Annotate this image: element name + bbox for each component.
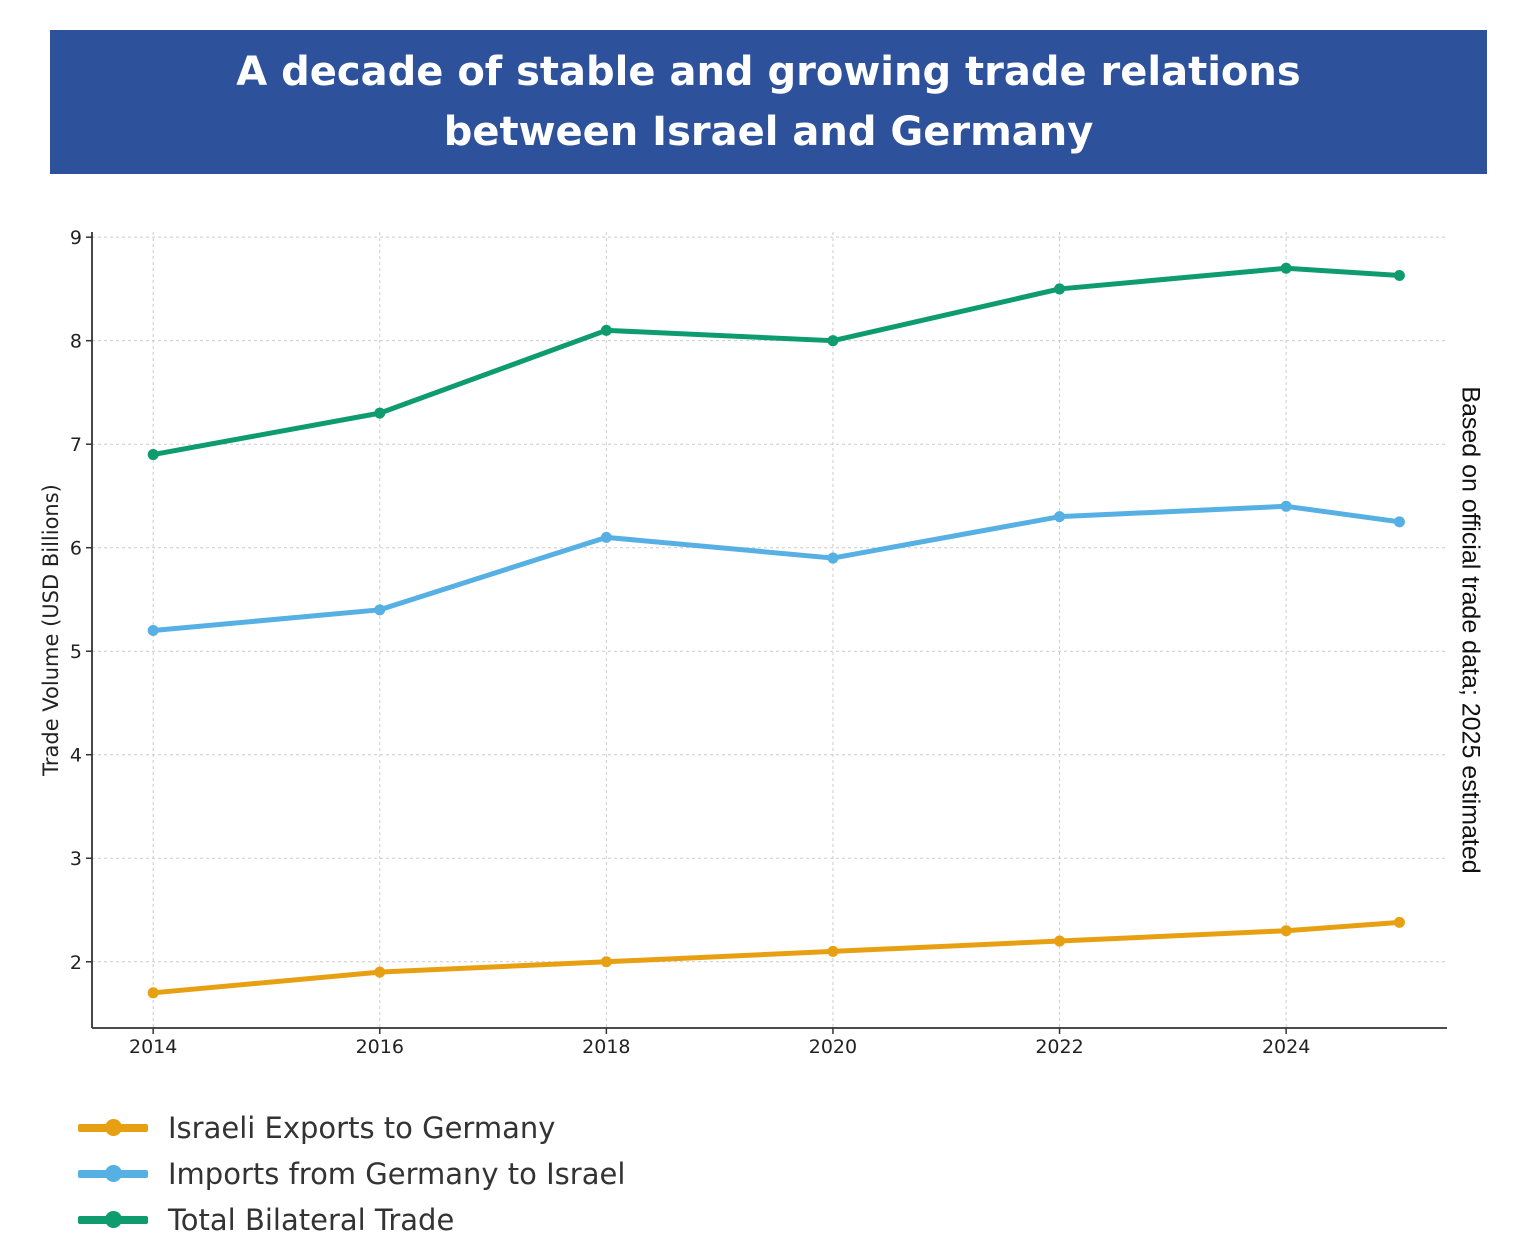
- data-point: [147, 625, 159, 637]
- data-point: [374, 604, 386, 616]
- legend-label: Imports from Germany to Israel: [168, 1157, 626, 1191]
- series-2: [147, 262, 1405, 461]
- x-tick-label: 2022: [1035, 1036, 1083, 1058]
- legend-label: Total Bilateral Trade: [168, 1203, 455, 1237]
- legend: Israeli Exports to Germany Imports from G…: [78, 1105, 625, 1243]
- y-tick-label: 3: [70, 848, 82, 870]
- legend-swatch: [78, 1211, 148, 1228]
- data-point: [1280, 925, 1292, 937]
- data-point: [374, 966, 386, 978]
- data-point: [1054, 511, 1066, 523]
- data-point: [1054, 935, 1066, 947]
- y-axis-label: Trade Volume (USD Billions): [39, 484, 63, 777]
- chart-title-line-1: A decade of stable and growing trade rel…: [236, 49, 1301, 95]
- data-point: [1054, 283, 1066, 295]
- data-point: [600, 956, 612, 968]
- legend-marker: [105, 1119, 122, 1136]
- data-point: [374, 407, 386, 419]
- y-tick-label: 8: [70, 331, 82, 353]
- y-tick-label: 5: [70, 641, 82, 663]
- data-point: [1393, 516, 1405, 528]
- series-line: [150, 265, 1402, 458]
- series-1: [147, 500, 1405, 637]
- series-line: [150, 919, 1402, 996]
- y-tick-label: 6: [70, 538, 82, 560]
- data-point: [147, 449, 159, 461]
- data-point: [1393, 269, 1405, 281]
- legend-item: Imports from Germany to Israel: [78, 1151, 625, 1197]
- series-0: [147, 916, 1405, 999]
- axes: 2 3 4 5 6 7 8 9 2014 2016 2018 2020 2022 2024: [70, 227, 1447, 1058]
- data-point: [600, 324, 612, 336]
- series-line: [150, 503, 1402, 634]
- x-tick-label: 2014: [129, 1036, 177, 1058]
- y-tick-label: 7: [70, 434, 82, 456]
- legend-swatch: [78, 1165, 148, 1182]
- y-tick-label: 4: [70, 745, 82, 767]
- data-point: [600, 531, 612, 543]
- data-point: [827, 945, 839, 957]
- data-point: [1393, 916, 1405, 928]
- legend-swatch: [78, 1119, 148, 1136]
- chart-title-line-2: between Israel and Germany: [443, 109, 1094, 155]
- data-point: [827, 335, 839, 347]
- legend-item: Israeli Exports to Germany: [78, 1105, 625, 1151]
- data-point: [1280, 500, 1292, 512]
- data-point: [827, 552, 839, 564]
- x-tick-label: 2020: [809, 1036, 857, 1058]
- legend-marker: [105, 1165, 122, 1182]
- data-point: [147, 987, 159, 999]
- grid: [92, 232, 1447, 1028]
- legend-item: Total Bilateral Trade: [78, 1197, 625, 1243]
- y-tick-label: 2: [70, 952, 82, 974]
- x-tick-label: 2018: [582, 1036, 630, 1058]
- title-banner: A decade of stable and growing trade rel…: [50, 30, 1487, 174]
- series-lines: [147, 262, 1405, 999]
- legend-label: Israeli Exports to Germany: [168, 1111, 556, 1145]
- source-note: Based on official trade data; 2025 estim…: [1456, 386, 1485, 874]
- x-tick-label: 2024: [1262, 1036, 1310, 1058]
- legend-marker: [105, 1211, 122, 1228]
- x-tick-label: 2016: [356, 1036, 404, 1058]
- y-tick-label: 9: [70, 227, 82, 249]
- data-point: [1280, 262, 1292, 274]
